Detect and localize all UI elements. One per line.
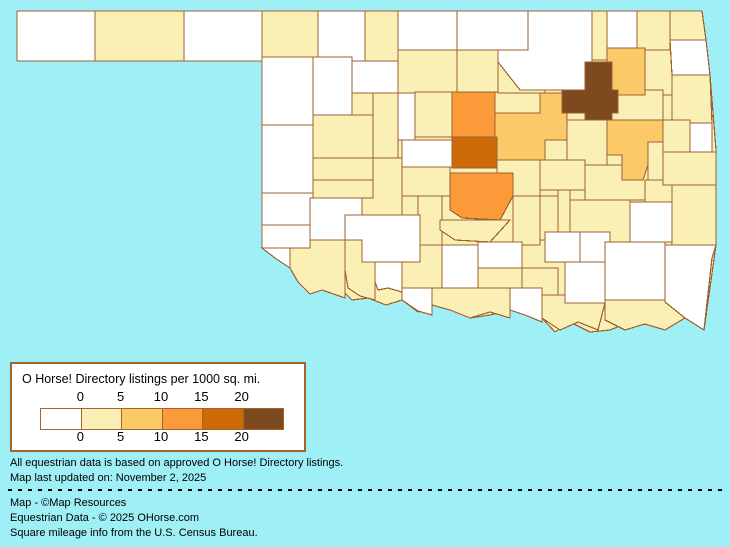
legend-tick-label: 10	[153, 389, 169, 404]
county-shape	[431, 287, 511, 319]
county-shape	[401, 166, 451, 197]
county-shape	[16, 10, 96, 62]
county-shape	[451, 91, 496, 138]
county-shape	[364, 10, 399, 62]
county-shape	[417, 195, 443, 246]
county-shape	[289, 239, 346, 299]
county-shape	[397, 49, 458, 94]
legend-tick-label: 20	[234, 389, 249, 404]
county-shape	[372, 92, 399, 159]
county-shape	[606, 10, 638, 49]
legend-color-segment	[202, 409, 243, 429]
county-shape	[497, 10, 593, 91]
county-shape	[456, 49, 499, 93]
county-shape	[662, 151, 717, 186]
county-shape	[494, 92, 568, 161]
county-shape	[261, 224, 311, 249]
county-shape	[317, 10, 366, 62]
legend-color-segment	[41, 409, 81, 429]
legend-tick-label: 0	[76, 429, 84, 444]
county-shape	[449, 172, 514, 221]
county-shape	[566, 119, 608, 166]
county-shape	[441, 244, 479, 289]
legend-tick-label: 15	[194, 389, 209, 404]
county-shape	[689, 122, 713, 153]
county-shape	[629, 201, 673, 243]
county-shape	[671, 184, 717, 246]
county-shape	[669, 10, 707, 41]
legend-color-segment	[80, 409, 121, 429]
county-shape	[261, 124, 314, 194]
county-shape	[260, 247, 291, 270]
county-shape	[644, 49, 673, 96]
county-shape	[312, 114, 374, 159]
county-shape	[374, 261, 403, 293]
county-shape	[94, 10, 185, 62]
county-shape	[477, 267, 523, 289]
county-shape	[401, 139, 453, 168]
county-shape	[344, 214, 421, 263]
county-shape	[261, 192, 314, 226]
note-last-updated: Map last updated on: November 2, 2025	[10, 472, 207, 484]
county-shape	[606, 47, 646, 96]
legend-tick-label: 20	[234, 429, 249, 444]
credit-square-mileage: Square mileage info from the U.S. Census…	[10, 527, 258, 539]
legend-color-segment	[121, 409, 162, 429]
county-shape	[401, 287, 433, 316]
county-shape	[397, 10, 458, 51]
county-shape	[669, 39, 711, 76]
county-shape	[477, 241, 523, 269]
county-shape	[414, 91, 453, 138]
county-shape	[312, 157, 374, 181]
credit-map: Map - ©Map Resources	[10, 497, 127, 509]
county-shape	[451, 136, 498, 169]
legend-color-segment	[242, 409, 283, 429]
county-shape	[671, 74, 713, 124]
county-shape	[539, 159, 586, 191]
legend-tick-label: 10	[153, 429, 169, 444]
county-shape	[261, 56, 314, 126]
oklahoma-county-map	[16, 10, 717, 333]
county-shape	[636, 10, 671, 51]
legend-tick-label: 5	[117, 389, 125, 404]
legend-colorbar	[40, 408, 284, 430]
county-shape	[312, 179, 374, 199]
county-shape	[509, 287, 543, 323]
legend-title: O Horse! Directory listings per 1000 sq.…	[22, 372, 261, 386]
legend-box: O Horse! Directory listings per 1000 sq.…	[10, 362, 306, 452]
legend-tick-label: 15	[194, 429, 209, 444]
county-shape	[544, 231, 581, 263]
county-shape	[183, 10, 263, 62]
county-shape	[351, 60, 399, 94]
county-shape	[604, 241, 666, 301]
county-shape	[564, 261, 606, 304]
county-shape	[312, 56, 353, 116]
county-shape	[664, 244, 717, 332]
legend-color-segment	[161, 409, 202, 429]
county-shape	[261, 10, 319, 58]
county-shape	[606, 119, 664, 181]
legend-tick-label: 0	[76, 389, 84, 404]
county-shape	[456, 10, 529, 51]
credit-equestrian-data: Equestrian Data - © 2025 OHorse.com	[10, 512, 200, 524]
county-shape	[591, 10, 608, 61]
legend-tick-label: 5	[117, 429, 125, 444]
county-shape	[561, 61, 619, 121]
county-shape	[397, 92, 416, 141]
dashed-separator	[8, 489, 724, 491]
county-shape	[512, 195, 541, 246]
note-data-source: All equestrian data is based on approved…	[10, 457, 344, 469]
